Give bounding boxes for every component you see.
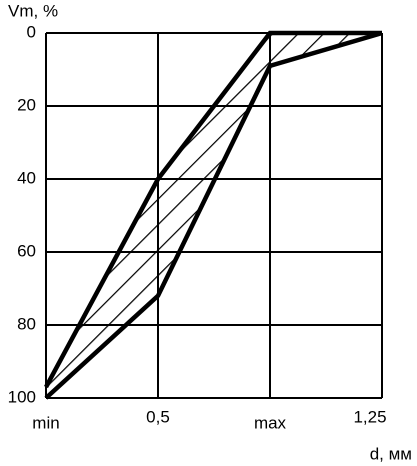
y-tick-label: 40 [17, 168, 36, 187]
y-axis-label: Vm, % [8, 1, 58, 20]
y-tick-label: 0 [27, 22, 36, 41]
x-tick-label: 1,25 [353, 407, 386, 426]
series-line [44, 30, 383, 400]
x-tick-label: max [254, 413, 287, 432]
x-axis-label: d, мм [370, 444, 412, 463]
hatch-band [46, 33, 382, 398]
y-tick-label: 60 [17, 241, 36, 260]
series-line [44, 30, 382, 389]
y-tick-label: 100 [8, 387, 36, 406]
x-tick-label: 0,5 [146, 407, 170, 426]
x-tick-label: min [32, 413, 59, 432]
y-tick-label: 80 [17, 314, 36, 333]
y-tick-label: 20 [17, 95, 36, 114]
